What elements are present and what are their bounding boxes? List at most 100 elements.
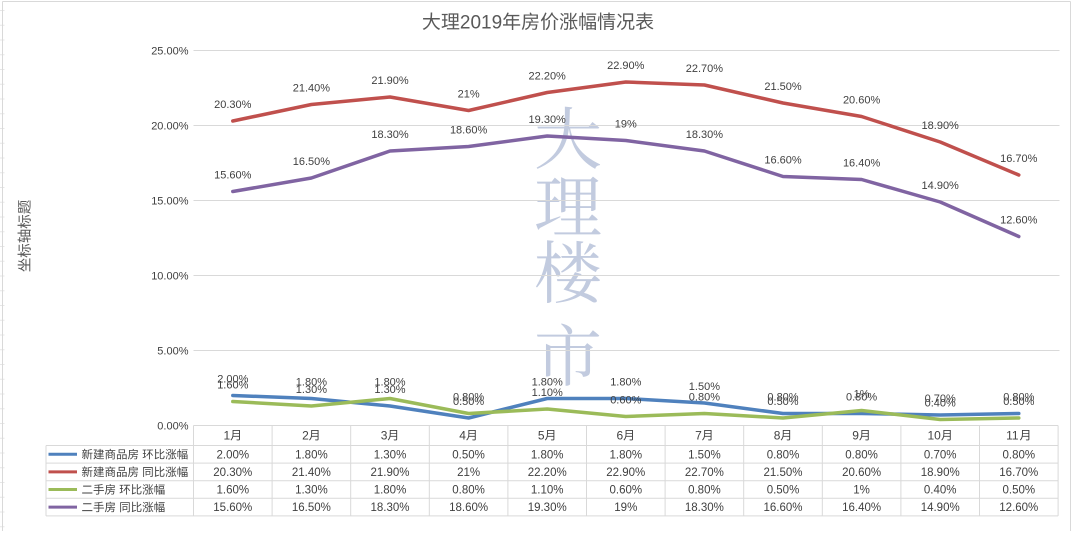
svg-text:0.80%: 0.80% bbox=[452, 485, 485, 497]
svg-text:1.80%: 1.80% bbox=[531, 449, 564, 461]
svg-text:7: 7 bbox=[695, 429, 702, 443]
svg-text:0.80%: 0.80% bbox=[688, 485, 721, 497]
svg-text:1.60%: 1.60% bbox=[217, 380, 248, 392]
svg-text:0.60%: 0.60% bbox=[609, 485, 642, 497]
svg-text:21.40%: 21.40% bbox=[292, 467, 331, 479]
svg-text:1.50%: 1.50% bbox=[688, 449, 721, 461]
svg-text:0.80%: 0.80% bbox=[767, 392, 798, 404]
svg-text:1.30%: 1.30% bbox=[374, 449, 407, 461]
svg-text:10.00%: 10.00% bbox=[151, 271, 189, 283]
svg-text:21%: 21% bbox=[457, 467, 480, 479]
svg-text:16.60%: 16.60% bbox=[764, 155, 802, 167]
svg-text:16.60%: 16.60% bbox=[763, 502, 802, 514]
svg-text:22.70%: 22.70% bbox=[685, 467, 724, 479]
svg-text:15.60%: 15.60% bbox=[214, 170, 252, 182]
svg-text:1.80%: 1.80% bbox=[609, 449, 642, 461]
svg-text:2.00%: 2.00% bbox=[216, 449, 249, 461]
svg-text:0.70%: 0.70% bbox=[924, 449, 957, 461]
svg-text:18.30%: 18.30% bbox=[370, 502, 409, 514]
svg-text:21.40%: 21.40% bbox=[293, 83, 331, 95]
svg-text:21%: 21% bbox=[458, 89, 480, 101]
svg-text:1.30%: 1.30% bbox=[295, 485, 328, 497]
svg-text:11: 11 bbox=[1006, 429, 1019, 443]
svg-text:0.80%: 0.80% bbox=[846, 392, 877, 404]
svg-text:25.00%: 25.00% bbox=[151, 46, 189, 58]
svg-text:12.60%: 12.60% bbox=[999, 502, 1038, 514]
svg-text:1.50%: 1.50% bbox=[689, 381, 720, 393]
svg-text:21.90%: 21.90% bbox=[371, 75, 409, 87]
svg-text:18.60%: 18.60% bbox=[449, 502, 488, 514]
svg-text:1.60%: 1.60% bbox=[216, 485, 249, 497]
svg-text:20.30%: 20.30% bbox=[214, 99, 252, 111]
svg-text:1%: 1% bbox=[853, 485, 870, 497]
svg-text:0.50%: 0.50% bbox=[767, 485, 800, 497]
svg-text:16.40%: 16.40% bbox=[842, 502, 881, 514]
svg-text:2.00%: 2.00% bbox=[217, 374, 248, 386]
svg-text:18.90%: 18.90% bbox=[921, 467, 960, 479]
svg-text:0.00%: 0.00% bbox=[157, 421, 188, 433]
svg-text:1.80%: 1.80% bbox=[374, 377, 405, 389]
svg-text:1.80%: 1.80% bbox=[295, 449, 328, 461]
svg-text:1.30%: 1.30% bbox=[374, 384, 405, 396]
svg-text:15.60%: 15.60% bbox=[213, 502, 252, 514]
svg-text:20.60%: 20.60% bbox=[843, 95, 881, 107]
svg-text:14.90%: 14.90% bbox=[922, 180, 960, 192]
svg-text:0.50%: 0.50% bbox=[767, 396, 798, 408]
svg-text:20.60%: 20.60% bbox=[842, 467, 881, 479]
svg-text:2: 2 bbox=[302, 429, 309, 443]
svg-text:8: 8 bbox=[774, 429, 781, 443]
svg-text:1.30%: 1.30% bbox=[296, 384, 327, 396]
svg-text:18.30%: 18.30% bbox=[686, 129, 724, 141]
svg-text:1.80%: 1.80% bbox=[532, 377, 563, 389]
svg-text:0.50%: 0.50% bbox=[452, 449, 485, 461]
svg-text:0.80%: 0.80% bbox=[689, 392, 720, 404]
svg-text:1%: 1% bbox=[854, 389, 870, 401]
svg-text:16.70%: 16.70% bbox=[999, 467, 1038, 479]
svg-text:0.70%: 0.70% bbox=[925, 393, 956, 405]
svg-text:1.80%: 1.80% bbox=[296, 377, 327, 389]
svg-text:1: 1 bbox=[224, 429, 231, 443]
svg-text:0.50%: 0.50% bbox=[453, 396, 484, 408]
svg-text:1.10%: 1.10% bbox=[532, 387, 563, 399]
svg-text:16.40%: 16.40% bbox=[843, 158, 881, 170]
svg-text:0.40%: 0.40% bbox=[924, 485, 957, 497]
svg-text:19%: 19% bbox=[614, 502, 637, 514]
svg-text:16.50%: 16.50% bbox=[293, 156, 331, 168]
svg-text:21.90%: 21.90% bbox=[370, 467, 409, 479]
svg-text:5: 5 bbox=[538, 429, 545, 443]
svg-text:19.30%: 19.30% bbox=[528, 502, 567, 514]
svg-text:22.70%: 22.70% bbox=[686, 63, 724, 75]
svg-text:18.90%: 18.90% bbox=[922, 120, 960, 132]
svg-text:4: 4 bbox=[459, 429, 466, 443]
svg-text:14.90%: 14.90% bbox=[921, 502, 960, 514]
svg-text:9: 9 bbox=[852, 429, 859, 443]
svg-text:1.10%: 1.10% bbox=[531, 485, 564, 497]
svg-text:22.20%: 22.20% bbox=[529, 71, 567, 83]
svg-text:20.00%: 20.00% bbox=[151, 121, 189, 133]
svg-text:12.60%: 12.60% bbox=[1000, 215, 1038, 227]
svg-text:18.60%: 18.60% bbox=[450, 125, 488, 137]
svg-text:16.50%: 16.50% bbox=[292, 502, 331, 514]
svg-text:21.50%: 21.50% bbox=[764, 81, 802, 93]
svg-text:1.80%: 1.80% bbox=[610, 377, 641, 389]
svg-text:6: 6 bbox=[617, 429, 624, 443]
svg-text:0.60%: 0.60% bbox=[610, 395, 641, 407]
svg-text:0.80%: 0.80% bbox=[845, 449, 878, 461]
svg-text:21.50%: 21.50% bbox=[763, 467, 802, 479]
svg-text:19%: 19% bbox=[615, 119, 637, 131]
svg-text:5.00%: 5.00% bbox=[157, 346, 188, 358]
svg-text:18.30%: 18.30% bbox=[371, 129, 409, 141]
svg-text:22.20%: 22.20% bbox=[528, 467, 567, 479]
svg-text:0.80%: 0.80% bbox=[767, 449, 800, 461]
svg-text:3: 3 bbox=[381, 429, 388, 443]
svg-text:0.80%: 0.80% bbox=[453, 392, 484, 404]
svg-text:20.30%: 20.30% bbox=[213, 467, 252, 479]
svg-text:0.50%: 0.50% bbox=[1003, 396, 1034, 408]
svg-text:19.30%: 19.30% bbox=[529, 114, 567, 126]
svg-text:1.80%: 1.80% bbox=[374, 485, 407, 497]
svg-text:15.00%: 15.00% bbox=[151, 196, 189, 208]
svg-text:0.80%: 0.80% bbox=[1003, 392, 1034, 404]
svg-text:0.40%: 0.40% bbox=[925, 398, 956, 410]
svg-text:22.90%: 22.90% bbox=[607, 60, 645, 72]
svg-text:0.50%: 0.50% bbox=[1002, 485, 1035, 497]
